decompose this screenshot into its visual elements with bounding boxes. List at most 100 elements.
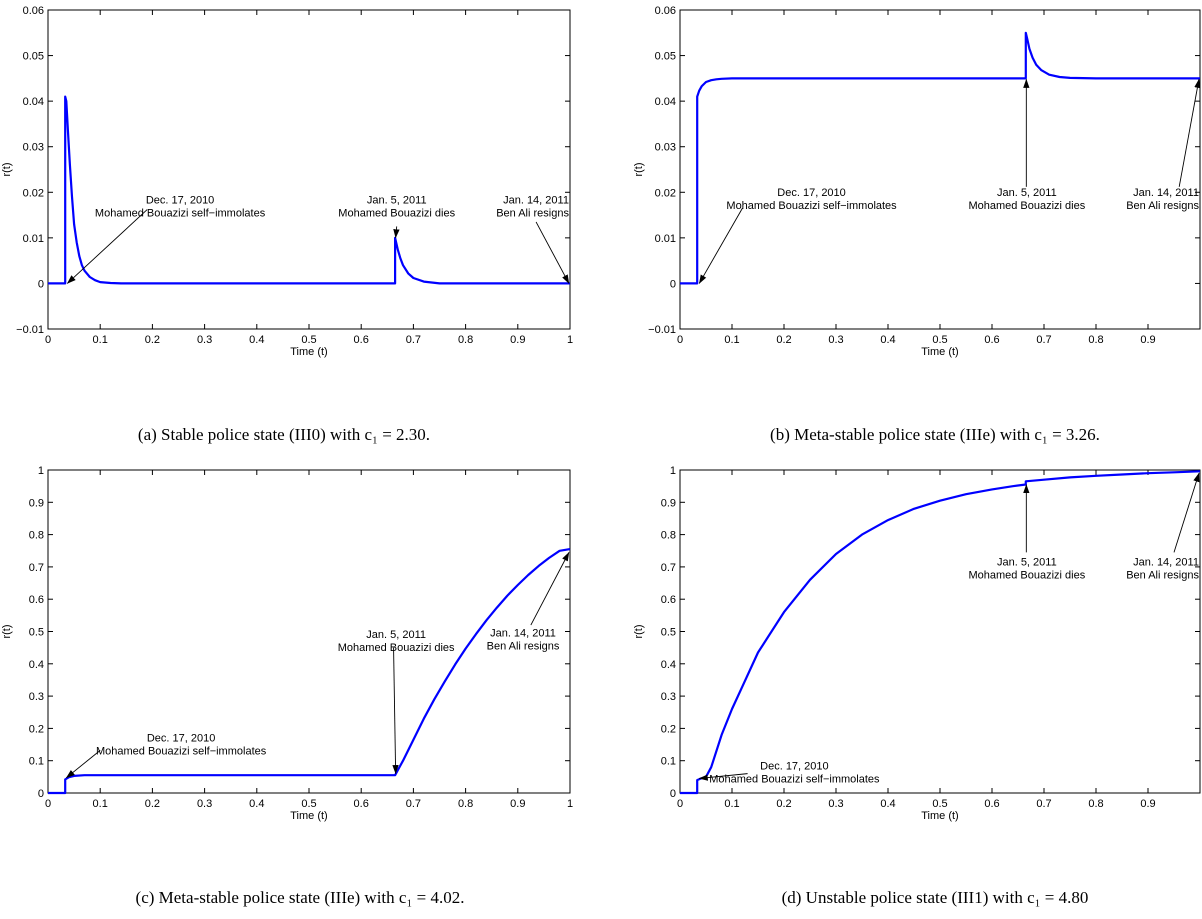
y-tick-label: 0.4 xyxy=(661,659,676,671)
x-axis-label: Time (t) xyxy=(290,346,327,358)
annotation-line: Dec. 17, 2010 xyxy=(147,732,216,744)
plot-area-frame xyxy=(679,9,1201,330)
annotation-line: Jan. 5, 2011 xyxy=(367,195,427,207)
x-tick-label: 0.3 xyxy=(197,798,212,810)
chart-panel-2: 0 0.1 0.2 0.3 0.4 0.5 0.6 0.7 0.8 0.9−0.0100.010.… xyxy=(633,5,1201,444)
x-tick-label: 0.8 xyxy=(458,798,473,810)
annotation-line: Dec. 17, 2010 xyxy=(777,187,846,199)
y-tick-label: 0.2 xyxy=(661,723,676,735)
x-tick-label: 0.1 xyxy=(724,798,739,810)
x-tick-label: 0.7 xyxy=(406,798,421,810)
annotation-line: Dec. 17, 2010 xyxy=(146,195,215,207)
series-line-r xyxy=(680,470,1201,795)
y-axis-label: r(t) xyxy=(1,162,13,176)
annotation-arrow xyxy=(393,226,400,239)
annotation-arrow xyxy=(1178,78,1201,187)
panel-caption: (a) Stable police state (III0) with c₁ =… xyxy=(138,425,430,444)
annotation-label: Jan. 14, 2011 Ben Ali resigns xyxy=(1126,556,1199,581)
y-tick-label: 0.4 xyxy=(29,659,44,671)
x-tick-label: 0.6 xyxy=(354,798,369,810)
x-tick-label: 0.7 xyxy=(406,334,421,346)
y-tick-label: 0.9 xyxy=(661,497,676,509)
x-tick-label: 1 xyxy=(567,334,573,346)
annotation-line: Mohamed Bouazizi self−immolates xyxy=(96,745,267,757)
annotation-arrow xyxy=(535,221,570,284)
y-tick-label: 0 xyxy=(670,788,676,800)
y-tick-label: 0.6 xyxy=(661,594,676,606)
annotation-line: Ben Ali resigns xyxy=(487,640,560,652)
y-tick-label: 0.9 xyxy=(29,497,44,509)
annotation-line: Mohamed Bouazizi self−immolates xyxy=(726,200,897,212)
x-tick-label: 0 xyxy=(677,334,683,346)
x-tick-label: 0.3 xyxy=(828,798,843,810)
x-tick-label: 0.1 xyxy=(93,334,108,346)
y-tick-label: 0.7 xyxy=(29,562,44,574)
panel-caption: (c) Meta-stable police state (IIIe) with… xyxy=(136,888,465,907)
chart-panel-4: 0 0.1 0.2 0.3 0.4 0.5 0.6 0.7 0.8 0.9 0 0.1 0.2 0.3 0.… xyxy=(633,465,1201,907)
y-tick-label: 0.1 xyxy=(29,756,44,768)
annotation-arrow xyxy=(392,647,399,775)
y-tick-label: 0.01 xyxy=(23,233,44,245)
y-tick-label: 0.05 xyxy=(655,51,676,63)
y-tick-label: −0.01 xyxy=(16,324,44,336)
x-tick-label: 0.5 xyxy=(932,334,947,346)
annotation-label: Jan. 14, 2011 Ben Ali resigns xyxy=(487,627,560,652)
plot-area-frame xyxy=(47,9,571,330)
annotation-line: Ben Ali resigns xyxy=(1126,200,1199,212)
y-tick-label: 0.8 xyxy=(661,530,676,542)
annotation-line: Mohamed Bouazizi dies xyxy=(338,642,455,654)
x-tick-label: 0.9 xyxy=(1140,798,1155,810)
y-tick-label: 0.05 xyxy=(23,51,44,63)
annotation-line: Mohamed Bouazizi dies xyxy=(338,208,455,220)
annotation-label: Jan. 5, 2011 Mohamed Bouazizi dies xyxy=(338,629,455,654)
y-tick-label: 0.8 xyxy=(29,530,44,542)
panel-caption: (d) Unstable police state (III1) with c₁… xyxy=(782,888,1089,907)
y-tick-label: 0 xyxy=(670,278,676,290)
x-tick-label: 0.7 xyxy=(1036,798,1051,810)
annotation-label: Dec. 17, 2010 Mohamed Bouazizi self−immol… xyxy=(95,195,266,220)
x-axis-label: Time (t) xyxy=(921,346,958,358)
x-tick-label: 0.6 xyxy=(984,798,999,810)
panel-caption: (b) Meta-stable police state (IIIe) with… xyxy=(770,425,1100,444)
annotation-line: Ben Ali resigns xyxy=(496,208,569,220)
annotation-label: Jan. 14, 2011 Ben Ali resigns xyxy=(1126,187,1199,212)
y-axis-label: r(t) xyxy=(1,624,13,638)
annotation-line: Jan. 5, 2011 xyxy=(997,556,1057,568)
x-tick-label: 0 xyxy=(45,798,51,810)
annotation-line: Jan. 14, 2011 xyxy=(490,627,556,639)
y-axis-label: r(t) xyxy=(633,624,645,638)
y-tick-label: 1 xyxy=(38,465,44,477)
x-tick-label: 0 xyxy=(45,334,51,346)
annotation-label: Jan. 5, 2011 Mohamed Bouazizi dies xyxy=(968,556,1085,581)
annotation-line: Jan. 14, 2011 xyxy=(503,195,569,207)
annotation-arrow xyxy=(698,208,743,284)
x-tick-label: 0.8 xyxy=(1088,334,1103,346)
y-axis-label: r(t) xyxy=(633,162,645,176)
y-tick-label: 0.5 xyxy=(661,627,676,639)
y-tick-label: 0.06 xyxy=(23,5,44,17)
annotation-arrow xyxy=(1173,472,1200,553)
x-axis-label: Time (t) xyxy=(290,810,327,822)
y-tick-label: 0 xyxy=(38,788,44,800)
x-tick-label: 0 xyxy=(677,798,683,810)
annotation-line: Jan. 14, 2011 xyxy=(1133,187,1199,199)
x-tick-label: 0.4 xyxy=(249,798,264,810)
x-tick-label: 0.5 xyxy=(932,798,947,810)
annotation-line: Jan. 5, 2011 xyxy=(997,187,1057,199)
y-tick-label: 0.02 xyxy=(23,187,44,199)
annotation-arrow xyxy=(530,551,570,626)
x-tick-label: 0.4 xyxy=(880,798,895,810)
y-tick-label: 0.06 xyxy=(655,5,676,17)
x-tick-label: 0.4 xyxy=(880,334,895,346)
x-tick-label: 0.8 xyxy=(1088,798,1103,810)
y-tick-label: 0 xyxy=(38,278,44,290)
y-tick-label: 0.5 xyxy=(29,627,44,639)
y-tick-label: 0.7 xyxy=(661,562,676,574)
x-tick-label: 0.6 xyxy=(354,334,369,346)
y-tick-label: 0.03 xyxy=(23,142,44,154)
y-tick-label: 0.02 xyxy=(655,187,676,199)
annotation-line: Mohamed Bouazizi self−immolates xyxy=(709,774,880,786)
y-tick-label: 0.2 xyxy=(29,723,44,735)
x-tick-label: 0.6 xyxy=(984,334,999,346)
